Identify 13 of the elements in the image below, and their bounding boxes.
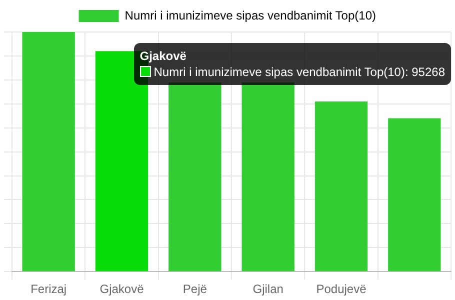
x-tick-label: Podujevë	[316, 282, 367, 296]
bar	[388, 118, 441, 272]
x-tick-label: Gjakovë	[100, 282, 144, 296]
annotation: Gjakovë	[140, 49, 186, 64]
bar	[242, 82, 294, 272]
bar	[168, 82, 222, 272]
x-tick-label: Pejë	[182, 282, 208, 296]
x-tick-label: Gjilan	[252, 282, 284, 296]
bar	[314, 101, 368, 272]
annotation: Numri i imunizimeve sipas vendbanimit Top(10): 95268	[154, 65, 445, 80]
bar	[22, 32, 75, 272]
x-tick-label: Ferizaj	[30, 282, 67, 296]
legend-label: Numri i imunizimeve sipas vendbanimit Top(10)	[124, 8, 376, 22]
